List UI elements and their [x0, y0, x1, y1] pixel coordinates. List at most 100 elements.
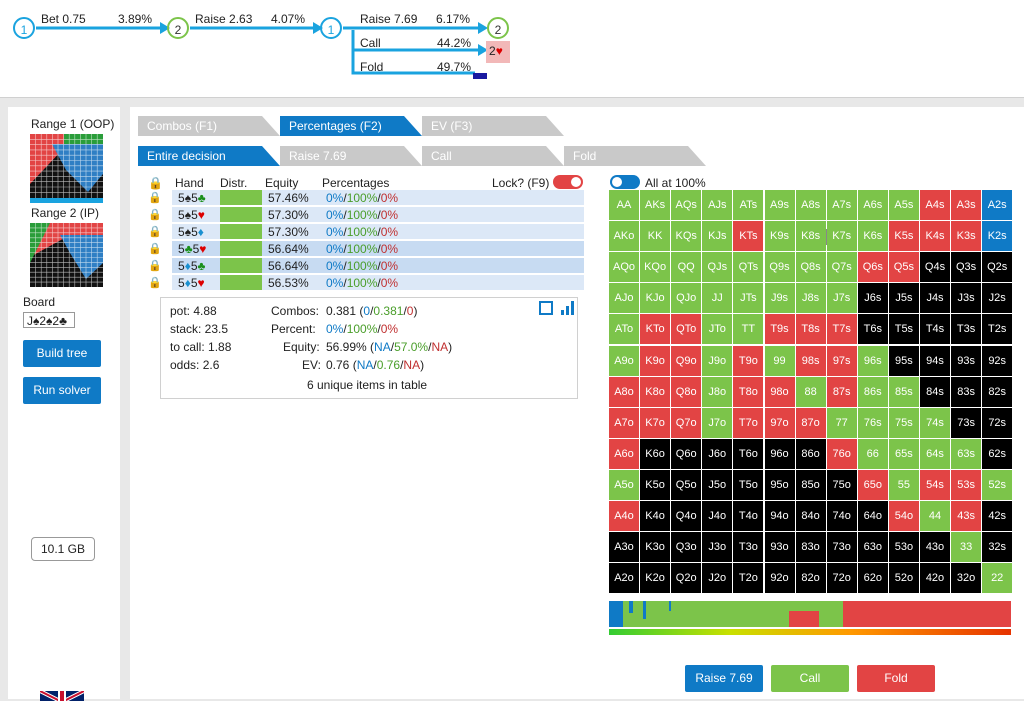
call-action-button[interactable]: Call — [771, 665, 849, 692]
hand-cell-54s[interactable]: 54s — [920, 469, 950, 500]
hand-cell-T6s[interactable]: T6s — [857, 314, 888, 345]
hand-cell-JTo[interactable]: JTo — [702, 314, 733, 345]
hand-cell-ATs[interactable]: ATs — [733, 190, 764, 220]
hand-cell-A7s[interactable]: A7s — [826, 190, 857, 220]
hand-cell-AQs[interactable]: AQs — [671, 190, 702, 220]
hand-cell-K9o[interactable]: K9o — [640, 345, 671, 376]
hand-cell-KTs[interactable]: KTs — [733, 221, 764, 252]
hand-cell-AJs[interactable]: AJs — [702, 190, 733, 220]
hand-cell-65s[interactable]: 65s — [888, 438, 919, 469]
hand-cell-Q9s[interactable]: Q9s — [764, 252, 795, 283]
hand-cell-K8s[interactable]: K8s — [795, 221, 826, 252]
hand-cell-97s[interactable]: 97s — [826, 345, 857, 376]
hand-cell-62s[interactable]: 62s — [982, 438, 1013, 469]
hand-cell-74s[interactable]: 74s — [920, 407, 950, 438]
hand-cell-A6s[interactable]: A6s — [857, 190, 888, 220]
hand-cell-Q6o[interactable]: Q6o — [671, 438, 702, 469]
hand-cell-22[interactable]: 22 — [982, 563, 1013, 594]
tab-entire-decision[interactable]: Entire decision — [138, 146, 280, 166]
hand-cell-QTs[interactable]: QTs — [733, 252, 764, 283]
hand-cell-65o[interactable]: 65o — [857, 469, 888, 500]
hand-cell-J8o[interactable]: J8o — [702, 376, 733, 407]
hand-cell-52o[interactable]: 52o — [888, 563, 919, 594]
hand-cell-Q5o[interactable]: Q5o — [671, 469, 702, 500]
hand-cell-32s[interactable]: 32s — [982, 532, 1013, 563]
hand-cell-52s[interactable]: 52s — [982, 469, 1013, 500]
hand-cell-A3o[interactable]: A3o — [609, 532, 639, 563]
hand-cell-Q9o[interactable]: Q9o — [671, 345, 702, 376]
hand-cell-72o[interactable]: 72o — [826, 563, 857, 594]
hand-cell-97o[interactable]: 97o — [764, 407, 795, 438]
hand-cell-K9s[interactable]: K9s — [764, 221, 795, 252]
hand-cell-85s[interactable]: 85s — [888, 376, 919, 407]
hand-cell-Q3s[interactable]: Q3s — [951, 252, 982, 283]
hand-cell-55[interactable]: 55 — [888, 469, 919, 500]
hand-cell-87s[interactable]: 87s — [826, 376, 857, 407]
hand-cell-T4o[interactable]: T4o — [733, 501, 764, 531]
hand-cell-KQs[interactable]: KQs — [671, 221, 702, 252]
fold-action-button[interactable]: Fold — [857, 665, 935, 692]
hand-cell-96o[interactable]: 96o — [764, 438, 795, 469]
hand-cell-J3o[interactable]: J3o — [702, 532, 733, 563]
table-row[interactable]: 5♠5♣ 57.46% 0%/100%/0% — [172, 190, 584, 205]
hand-cell-A5s[interactable]: A5s — [888, 190, 919, 220]
hand-cell-96s[interactable]: 96s — [857, 345, 888, 376]
hand-cell-Q4s[interactable]: Q4s — [920, 252, 950, 283]
col-distr[interactable]: Distr. — [220, 176, 248, 190]
hand-cell-Q7o[interactable]: Q7o — [671, 407, 702, 438]
hand-cell-ATo[interactable]: ATo — [609, 314, 639, 345]
hand-cell-66[interactable]: 66 — [857, 438, 888, 469]
hand-cell-92o[interactable]: 92o — [764, 563, 795, 594]
hand-cell-QQ[interactable]: QQ — [671, 252, 702, 283]
hand-cell-K8o[interactable]: K8o — [640, 376, 671, 407]
hand-cell-42s[interactable]: 42s — [982, 501, 1013, 531]
hand-cell-63s[interactable]: 63s — [951, 438, 982, 469]
bet-label[interactable]: Bet 0.75 — [41, 12, 86, 26]
hand-cell-J5s[interactable]: J5s — [888, 283, 919, 314]
hand-cell-K3o[interactable]: K3o — [640, 532, 671, 563]
hand-cell-KQo[interactable]: KQo — [640, 252, 671, 283]
hand-cell-QJo[interactable]: QJo — [671, 283, 702, 314]
hand-cell-J9s[interactable]: J9s — [764, 283, 795, 314]
hand-cell-J6s[interactable]: J6s — [857, 283, 888, 314]
hand-cell-K5o[interactable]: K5o — [640, 469, 671, 500]
hand-cell-84s[interactable]: 84s — [920, 376, 950, 407]
lock-icon[interactable]: 🔒 — [148, 260, 162, 272]
hand-cell-95o[interactable]: 95o — [764, 469, 795, 500]
hand-cell-98o[interactable]: 98o — [764, 376, 795, 407]
hand-cell-K4s[interactable]: K4s — [920, 221, 950, 252]
hand-cell-J4s[interactable]: J4s — [920, 283, 950, 314]
hand-cell-K6s[interactable]: K6s — [857, 221, 888, 252]
hand-cell-A2s[interactable]: A2s — [982, 190, 1013, 220]
hand-cell-63o[interactable]: 63o — [857, 532, 888, 563]
hand-cell-K5s[interactable]: K5s — [888, 221, 919, 252]
lock-toggle[interactable] — [553, 175, 583, 189]
hand-cell-A9o[interactable]: A9o — [609, 345, 639, 376]
hand-cell-64s[interactable]: 64s — [920, 438, 950, 469]
hand-cell-77[interactable]: 77 — [826, 407, 857, 438]
hand-cell-T5s[interactable]: T5s — [888, 314, 919, 345]
hand-cell-KJo[interactable]: KJo — [640, 283, 671, 314]
hand-cell-T5o[interactable]: T5o — [733, 469, 764, 500]
node-circle[interactable]: 2 — [167, 17, 189, 39]
hand-cell-A9s[interactable]: A9s — [764, 190, 795, 220]
raise-label[interactable]: Raise 7.69 — [360, 12, 418, 26]
hand-cell-K2s[interactable]: K2s — [982, 221, 1013, 252]
hand-cell-K7s[interactable]: K7s — [826, 221, 857, 252]
hand-cell-A2o[interactable]: A2o — [609, 563, 639, 594]
hand-cell-86s[interactable]: 86s — [857, 376, 888, 407]
tab-ev[interactable]: EV (F3) — [422, 116, 564, 136]
hand-cell-73s[interactable]: 73s — [951, 407, 982, 438]
hand-cell-A5o[interactable]: A5o — [609, 469, 639, 500]
hand-cell-AJo[interactable]: AJo — [609, 283, 639, 314]
hand-cell-83s[interactable]: 83s — [951, 376, 982, 407]
hand-cell-J2s[interactable]: J2s — [982, 283, 1013, 314]
node-circle[interactable]: 1 — [13, 17, 35, 39]
hand-cell-TT[interactable]: TT — [733, 314, 764, 345]
hand-cell-93o[interactable]: 93o — [764, 532, 795, 563]
hand-cell-75s[interactable]: 75s — [888, 407, 919, 438]
external-link-icon[interactable] — [539, 301, 553, 315]
hand-cell-J7s[interactable]: J7s — [826, 283, 857, 314]
hand-cell-KK[interactable]: KK — [640, 221, 671, 252]
hand-cell-74o[interactable]: 74o — [826, 501, 857, 531]
